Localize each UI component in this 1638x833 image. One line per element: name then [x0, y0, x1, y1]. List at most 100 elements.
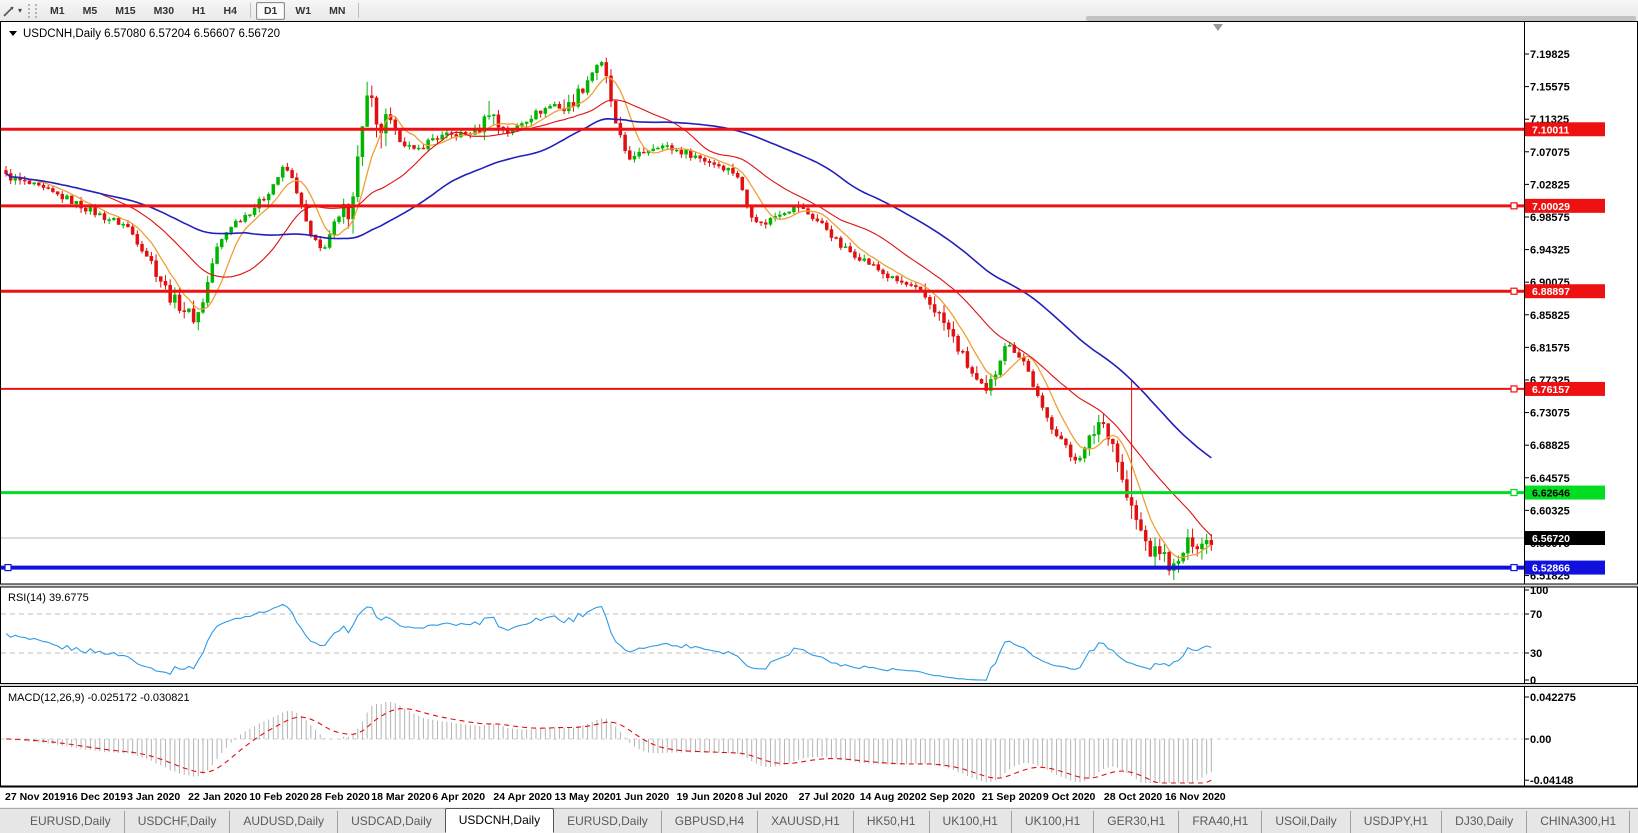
- chart-dropdown-caret-icon[interactable]: [9, 31, 17, 36]
- date-tick-label: 22 Jan 2020: [188, 791, 248, 803]
- line-drag-handle[interactable]: [4, 563, 12, 572]
- candle-body: [778, 214, 782, 217]
- candle-body: [98, 213, 102, 216]
- candle-body: [1092, 434, 1096, 436]
- ma-slow-line: [5, 117, 1212, 459]
- candle-body: [1097, 422, 1101, 435]
- candle-body: [1204, 539, 1209, 545]
- date-tick-label: 9 Oct 2020: [1042, 791, 1096, 803]
- candle-body: [4, 170, 8, 174]
- candle-body: [327, 234, 332, 248]
- pencil-icon: [3, 5, 14, 17]
- candle-body: [224, 232, 229, 240]
- timeframe-button-h1[interactable]: H1: [184, 2, 213, 20]
- timeframe-button-m1[interactable]: M1: [42, 2, 73, 20]
- date-tick-label: 16 Nov 2020: [1164, 791, 1226, 803]
- chart-tab-usoil-daily[interactable]: USOil,Daily: [1261, 811, 1350, 833]
- chart-tab-usdcnh-daily[interactable]: USDCNH,Daily: [444, 808, 555, 833]
- candle-body: [1064, 438, 1068, 446]
- candle-body: [196, 312, 201, 323]
- timeframe-button-m5[interactable]: M5: [75, 2, 106, 20]
- chart-tab-audusd-daily[interactable]: AUDUSD,Daily: [229, 811, 338, 833]
- candle-body: [1143, 530, 1148, 542]
- macd-signal-line: [5, 708, 1212, 784]
- timeframe-button-m30[interactable]: M30: [146, 2, 182, 20]
- chart-tab-gbpusd-h4[interactable]: GBPUSD,H4: [660, 811, 758, 833]
- chart-tab-ger30-h1[interactable]: GER30,H1: [1093, 811, 1179, 833]
- candle-body: [825, 222, 829, 230]
- candle-body: [961, 351, 965, 353]
- line-drag-handle[interactable]: [1510, 385, 1518, 393]
- panel-splitter[interactable]: [0, 584, 1638, 587]
- candle-body: [1195, 546, 1200, 550]
- draw-trendline-icon[interactable]: [0, 3, 18, 19]
- line-drag-handle[interactable]: [1510, 202, 1518, 210]
- candle-body: [1068, 444, 1073, 458]
- candle-body: [782, 212, 787, 216]
- date-tick-label: 13 May 2020: [554, 791, 616, 803]
- candle-body: [1111, 438, 1115, 445]
- chart-background: [0, 21, 1638, 789]
- chart-tab-usdjpy-h1[interactable]: USDJPY,H1: [1349, 811, 1442, 833]
- candle-body: [703, 157, 707, 162]
- chart-tab-china300-h1[interactable]: CHINA300,H1: [1526, 811, 1630, 833]
- chevron-down-icon[interactable]: ▾: [18, 6, 23, 15]
- timeframe-button-mn[interactable]: MN: [321, 2, 353, 20]
- candle-body: [787, 211, 791, 214]
- chart-tab-fra40-h1[interactable]: FRA40,H1: [1178, 811, 1262, 833]
- price-tick-label: 6.60325: [1530, 505, 1570, 517]
- candle-body: [764, 222, 768, 225]
- candle-body: [651, 148, 655, 151]
- candle-body: [613, 100, 618, 124]
- timeframe-button-d1[interactable]: D1: [255, 1, 286, 20]
- candle-body: [88, 207, 93, 212]
- timeframe-button-h4[interactable]: H4: [216, 2, 245, 20]
- candle-body: [463, 131, 468, 134]
- candle-body: [979, 379, 984, 384]
- candle-body: [285, 166, 290, 171]
- toolbar-grip[interactable]: [28, 3, 38, 18]
- line-drag-handle[interactable]: [1510, 488, 1518, 497]
- chart-tab-usoil-h1[interactable]: USOil,H1: [1629, 811, 1638, 833]
- candle-body: [1148, 540, 1153, 557]
- price-tick-label: 6.98575: [1530, 212, 1570, 224]
- candle-body: [890, 276, 895, 279]
- timeframe-button-w1[interactable]: W1: [287, 2, 319, 20]
- chart-tab-eurusd-daily[interactable]: EURUSD,Daily: [30, 814, 111, 828]
- chart-tab-uk100-h1[interactable]: UK100,H1: [1010, 811, 1094, 833]
- chart-tab-eurusd-daily[interactable]: EURUSD,Daily: [553, 811, 662, 833]
- timeframe-button-m15[interactable]: M15: [107, 2, 143, 20]
- candle-body: [398, 130, 402, 143]
- candle-body: [679, 149, 684, 155]
- line-drag-handle[interactable]: [1510, 563, 1518, 572]
- chart-tab-dj30-daily[interactable]: DJ30,Daily: [1441, 811, 1527, 833]
- candle-body: [248, 214, 252, 216]
- candle-body: [238, 220, 243, 223]
- candle-body: [1040, 395, 1045, 408]
- candle-body: [1115, 443, 1120, 463]
- line-drag-handle[interactable]: [1510, 287, 1518, 295]
- chart-tab-usdchf-daily[interactable]: USDCHF,Daily: [123, 811, 231, 833]
- candle-body: [975, 373, 979, 380]
- candle-body: [707, 161, 712, 163]
- ma-mid-line: [5, 99, 1212, 537]
- candle-body: [1031, 371, 1035, 387]
- date-axis[interactable]: 27 Nov 2019 16 Dec 2019 3 Jan 2020 22 Jan 2…: [0, 789, 1638, 807]
- candle-body: [857, 257, 862, 261]
- date-tick-label: 28 Oct 2020: [1103, 791, 1163, 803]
- candle-body: [276, 177, 280, 185]
- candle-body: [754, 217, 759, 223]
- chart-tab-usdcad-daily[interactable]: USDCAD,Daily: [337, 811, 446, 833]
- chart-tab-uk100-h1[interactable]: UK100,H1: [928, 811, 1012, 833]
- level-price-tag: [1525, 122, 1605, 137]
- candle-body: [721, 165, 726, 171]
- candle-body: [698, 155, 702, 159]
- chart-scrollbar[interactable]: [1086, 16, 1636, 21]
- panel-splitter[interactable]: [0, 683, 1638, 687]
- chart-shift-marker-icon[interactable]: [1213, 24, 1223, 31]
- horizontal-level-lines: [0, 127, 1524, 570]
- date-tick-label: 28 Feb 2020: [310, 791, 370, 803]
- chart-tab-xauusd-h1[interactable]: XAUUSD,H1: [757, 811, 854, 833]
- candle-body: [191, 308, 196, 323]
- chart-tab-hk50-h1[interactable]: HK50,H1: [852, 811, 930, 833]
